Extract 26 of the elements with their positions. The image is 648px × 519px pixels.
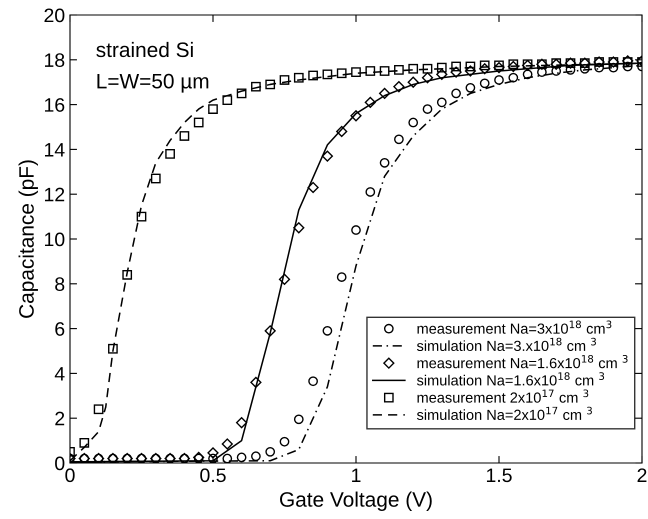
annotation: L=W=50 µm	[97, 74, 208, 93]
y-tick-label: 16	[44, 98, 64, 112]
y-tick-label: 0	[55, 456, 64, 470]
y-tick-label: 20	[44, 8, 64, 22]
x-axis-title: Gate Voltage (V)	[280, 492, 432, 511]
legend-label: measurement Na=3x10$^{18}$ cm$^{3}$	[418, 320, 612, 334]
x-tick-label: 0	[65, 468, 75, 482]
legend-label: simulation Na=3.x10$^{18}$ cm $^{3}$	[416, 338, 596, 352]
legend-label: simulation Na=2x10$^{17}$ cm $^{3}$	[416, 406, 592, 420]
x-tick-label: 2	[638, 468, 646, 482]
legend-label: simulation Na=1.6x10$^{18}$ cm $^{3}$	[416, 372, 604, 386]
annotation: strained Si	[96, 42, 193, 58]
y-tick-label: 12	[44, 188, 64, 202]
y-tick-label: 18	[44, 53, 64, 68]
y-tick-label: 14	[44, 143, 65, 156]
legend-label: measurement Na=1.6x10$^{18}$ cm $^{3}$	[418, 354, 628, 368]
y-tick-label: 8	[55, 277, 64, 292]
legend-label: measurement 2x10$^{17}$ cm $^{3}$	[418, 389, 588, 403]
x-tick-label: 0.5	[200, 468, 226, 482]
x-tick-label: 1	[352, 468, 360, 482]
y-tick-label: 10	[44, 232, 64, 246]
y-tick-label: 2	[55, 412, 64, 426]
y-tick-label: 4	[54, 367, 65, 380]
x-tick-label: 1.5	[486, 468, 512, 482]
y-axis-title: Capacitance (pF)	[18, 160, 38, 318]
y-tick-label: 6	[55, 322, 64, 336]
